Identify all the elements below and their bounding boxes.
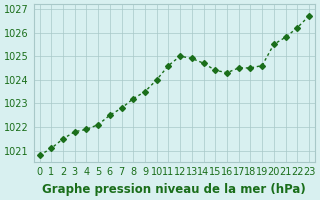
X-axis label: Graphe pression niveau de la mer (hPa): Graphe pression niveau de la mer (hPa) [43, 183, 306, 196]
